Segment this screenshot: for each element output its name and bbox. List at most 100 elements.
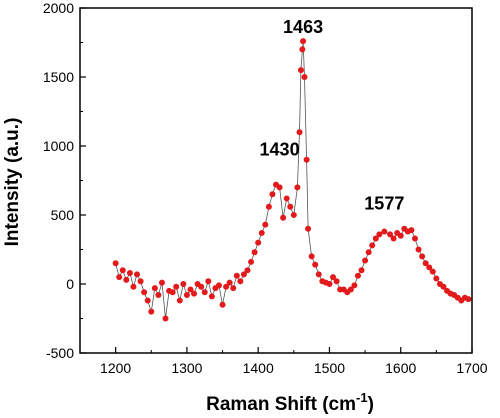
series-line: [115, 41, 469, 319]
data-point: [258, 229, 265, 236]
data-point: [215, 282, 222, 289]
data-point: [297, 67, 304, 74]
data-point: [223, 283, 230, 290]
x-axis-label-superscript: -1: [356, 390, 368, 405]
y-tick-label: 0: [66, 276, 74, 292]
data-point: [123, 276, 130, 283]
data-point: [426, 264, 433, 271]
data-point: [387, 231, 394, 238]
data-point: [244, 267, 251, 274]
data-point: [240, 271, 247, 278]
data-point: [151, 285, 158, 292]
data-point: [176, 297, 183, 304]
data-point: [201, 289, 208, 296]
x-tick-label: 1200: [100, 360, 131, 376]
peak-label: 1463: [283, 17, 323, 37]
x-axis-label: Raman Shift (cm-1): [206, 390, 374, 415]
data-point: [162, 315, 169, 322]
x-axis-label-main: Raman Shift (cm: [206, 394, 356, 415]
x-axis-label-suffix: ): [368, 394, 374, 415]
data-point: [411, 235, 418, 242]
data-point: [294, 184, 301, 191]
x-tick-label: 1300: [171, 360, 202, 376]
x-tick-label: 1400: [243, 360, 274, 376]
data-point: [180, 281, 187, 287]
peak-annotations: 1430 1463 1577: [260, 17, 405, 214]
data-point: [354, 272, 361, 279]
data-point: [280, 214, 287, 221]
data-point: [141, 289, 148, 296]
data-point: [390, 235, 397, 242]
data-point: [299, 46, 306, 53]
x-tick-label: 1700: [456, 360, 487, 376]
data-point: [116, 274, 123, 281]
data-point: [330, 274, 337, 281]
data-point: [148, 308, 155, 315]
data-point: [419, 253, 426, 260]
data-point: [303, 156, 310, 163]
data-point: [301, 74, 308, 80]
data-point: [358, 267, 365, 274]
data-point: [369, 242, 376, 249]
data-point: [226, 279, 233, 286]
data-point: [248, 258, 255, 265]
data-point: [187, 286, 194, 293]
data-point: [415, 246, 422, 253]
data-point: [137, 278, 144, 285]
y-tick-label: 2000: [43, 0, 74, 16]
data-point: [265, 203, 272, 210]
data-point: [308, 253, 315, 260]
data-point: [347, 286, 354, 293]
data-point: [290, 212, 297, 218]
data-point: [198, 283, 205, 290]
data-point: [300, 38, 307, 45]
peak-label: 1577: [364, 193, 404, 213]
y-tick-label: 500: [51, 207, 75, 223]
data-point: [440, 283, 447, 290]
y-tick-label: 1000: [43, 138, 74, 154]
y-tick-label: -500: [46, 345, 74, 361]
data-point: [365, 249, 372, 256]
axis-labels: Intensity (a.u.) Raman Shift (cm-1): [2, 118, 374, 415]
data-point: [130, 283, 137, 290]
data-point: [251, 249, 258, 256]
data-point: [112, 260, 119, 267]
data-point: [144, 297, 151, 304]
data-point: [119, 267, 126, 274]
data-point: [296, 129, 303, 136]
data-point: [269, 191, 276, 198]
data-point: [351, 282, 358, 289]
data-point: [333, 278, 340, 285]
data-point: [276, 184, 283, 191]
data-point: [429, 268, 436, 275]
data-point: [169, 289, 176, 296]
data-point: [237, 278, 244, 285]
data-point: [381, 228, 388, 235]
data-point: [173, 283, 180, 290]
data-point: [305, 225, 312, 232]
data-point: [126, 269, 133, 276]
data-point: [465, 296, 472, 303]
data-point: [208, 293, 215, 300]
data-point: [312, 261, 319, 268]
data-point: [255, 239, 262, 246]
data-point: [397, 232, 404, 239]
data-point: [315, 271, 322, 278]
peak-label: 1430: [260, 140, 300, 160]
data-point: [362, 257, 369, 264]
data-point: [326, 281, 333, 287]
data-point: [183, 292, 190, 299]
data-point: [158, 279, 165, 286]
data-point: [422, 260, 429, 267]
plot-area: [112, 38, 472, 322]
data-point: [134, 271, 141, 278]
data-point: [155, 292, 162, 299]
data-point: [230, 285, 237, 292]
data-point: [191, 290, 198, 297]
data-point: [433, 275, 440, 282]
data-point: [287, 203, 294, 210]
x-tick-label: 1600: [385, 360, 416, 376]
data-point: [376, 231, 383, 238]
y-axis-label: Intensity (a.u.): [2, 118, 23, 247]
